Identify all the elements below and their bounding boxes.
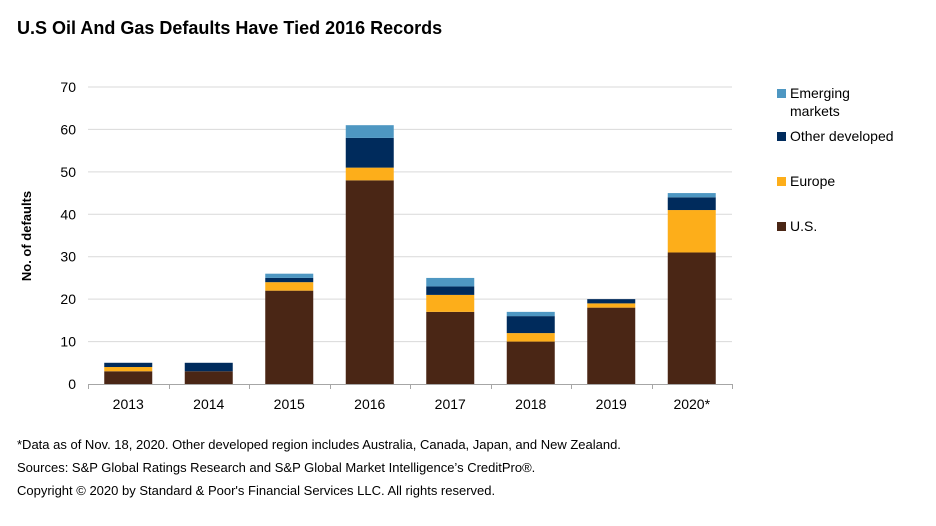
- bar-segment-other-developed-2014: [184, 362, 233, 372]
- y-tick-label: 20: [60, 291, 76, 307]
- bar-segment-europe-2016: [345, 167, 394, 181]
- bar-segment-other-developed-2019: [587, 299, 636, 304]
- x-tick-label: 2014: [193, 396, 224, 412]
- y-tick-label: 10: [60, 334, 76, 350]
- legend-label: Emerging markets: [790, 85, 850, 119]
- bar-segment-other-developed-2015: [265, 277, 314, 283]
- x-tick-label: 2018: [515, 396, 546, 412]
- y-tick-label: 0: [68, 376, 76, 392]
- bar-segment-u-s--2018: [506, 341, 555, 384]
- legend-swatch-emerging-markets: [777, 89, 786, 98]
- bar-segment-u-s--2015: [265, 290, 314, 384]
- bar-segment-emerging-markets-2017: [426, 277, 475, 287]
- legend-label: Europe: [790, 173, 836, 189]
- legend-item-us: U.S.: [777, 217, 817, 235]
- bar-segment-other-developed-2016: [345, 137, 394, 168]
- y-tick-label: 50: [60, 164, 76, 180]
- bar-segment-emerging-markets-2020: [667, 193, 716, 198]
- legend-item-emerging-markets: Emerging markets: [777, 84, 870, 120]
- bar-segment-other-developed-2018: [506, 316, 555, 334]
- x-tick-label: 2020*: [673, 396, 710, 412]
- y-tick-label: 60: [60, 121, 76, 137]
- bar-segment-europe-2017: [426, 294, 475, 312]
- bar-segment-u-s--2013: [104, 371, 153, 384]
- bar-segment-other-developed-2020: [667, 197, 716, 211]
- footnote: *Data as of Nov. 18, 2020. Other develop…: [17, 437, 621, 452]
- bar-segment-emerging-markets-2018: [506, 311, 555, 317]
- bar-segment-emerging-markets-2015: [265, 273, 314, 278]
- bar-segment-europe-2018: [506, 333, 555, 342]
- legend-label: Other developed: [790, 128, 894, 144]
- x-tick-label: 2015: [274, 396, 305, 412]
- bar-segment-u-s--2019: [587, 307, 636, 384]
- bar-segment-other-developed-2017: [426, 286, 475, 295]
- bar-segment-u-s--2020: [667, 252, 716, 384]
- y-tick-label: 30: [60, 249, 76, 265]
- legend-label: U.S.: [790, 218, 818, 234]
- legend-item-europe: Europe: [777, 172, 835, 190]
- legend-item-other-developed: Other developed: [777, 127, 894, 145]
- y-axis-label: No. of defaults: [19, 191, 34, 281]
- gridlines: [88, 86, 732, 343]
- legend-swatch-other-developed: [777, 132, 786, 141]
- x-tick-label: 2019: [596, 396, 627, 412]
- bar-segment-emerging-markets-2016: [345, 125, 394, 138]
- chart-title: U.S Oil And Gas Defaults Have Tied 2016 …: [17, 18, 443, 38]
- chart-notes: *Data as of Nov. 18, 2020. Other develop…: [17, 433, 621, 502]
- bar-segment-u-s--2016: [345, 180, 394, 384]
- bars: [104, 125, 716, 384]
- y-tick-label: 40: [60, 206, 76, 222]
- bar-segment-u-s--2017: [426, 311, 475, 384]
- x-tick-label: 2013: [113, 396, 144, 412]
- copyright-note: Copyright © 2020 by Standard & Poor's Fi…: [17, 483, 496, 498]
- bar-segment-europe-2015: [265, 282, 314, 291]
- bar-segment-europe-2019: [587, 303, 636, 308]
- legend-swatch-us: [777, 222, 786, 231]
- legend-swatch-europe: [777, 177, 786, 186]
- bar-segment-u-s--2014: [184, 371, 233, 384]
- bar-segment-europe-2013: [104, 367, 153, 372]
- sources-note: Sources: S&P Global Ratings Research and…: [17, 460, 536, 475]
- x-tick-label: 2017: [435, 396, 466, 412]
- bar-segment-other-developed-2013: [104, 362, 153, 368]
- y-tick-label: 70: [60, 79, 76, 95]
- axes: 0 10 20 30 40 50 60 70 2013 2014 2015 2016 2017 2018 2…: [60, 79, 733, 412]
- bar-segment-europe-2020: [667, 210, 716, 253]
- x-tick-label: 2016: [354, 396, 385, 412]
